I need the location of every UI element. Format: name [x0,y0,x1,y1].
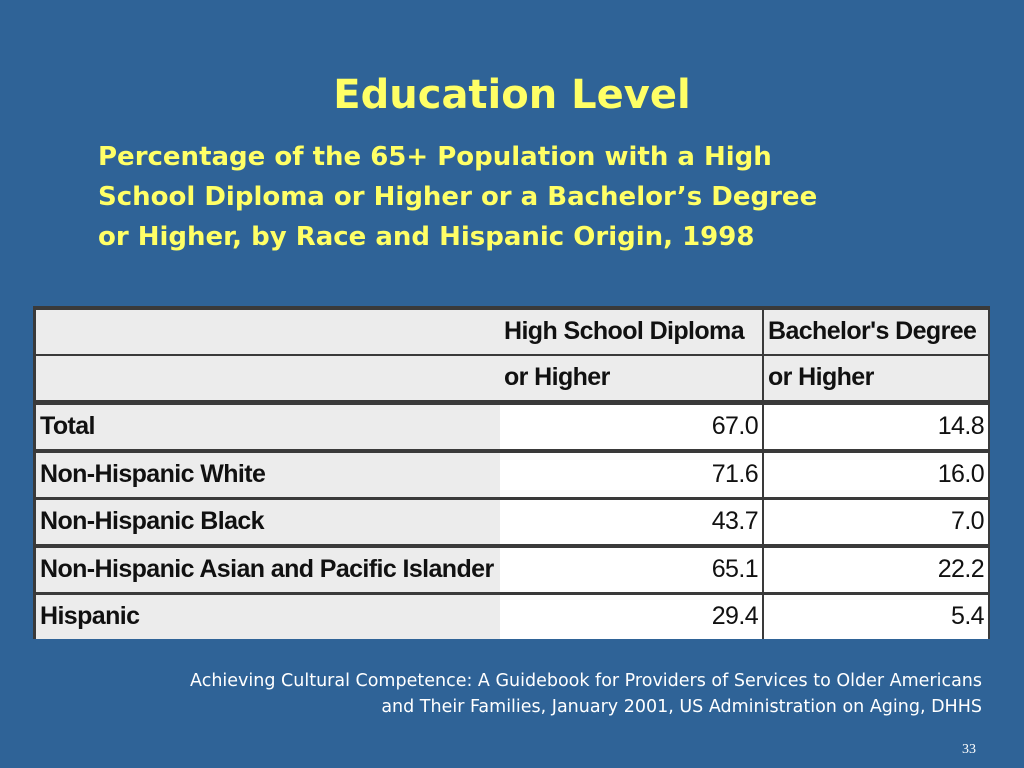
row-label: Hispanic [36,595,500,639]
header-cell: Bachelor's Degree [764,310,988,354]
header-cell: or Higher [764,356,988,400]
title: Education Level [333,72,691,118]
value-cell: 16.0 [764,452,988,497]
row-label: Non-Hispanic Black [36,500,500,544]
subtitle: School Diploma or Higher or a Bachelor’s… [98,182,818,212]
subtitle: Percentage of the 65+ Population with a … [98,142,772,172]
value-cell: 65.1 [500,547,762,592]
row-label: Total [36,405,500,449]
table: High School Diploma Bachelor's Degree or H… [33,306,990,639]
source: Achieving Cultural Competence: A Guidebo… [190,671,982,691]
value-cell: 7.0 [764,500,988,544]
source: and Their Families, January 2001, US Adm… [381,697,982,717]
value-cell: 67.0 [500,405,762,449]
header-cell [36,310,500,354]
value-cell: 29.4 [500,595,762,639]
row-label: Non-Hispanic Asian and Pacific Islander [36,547,500,592]
header-cell [36,356,500,400]
value-cell: 43.7 [500,500,762,544]
page-number: 33 [962,742,976,757]
value-cell: 22.2 [764,547,988,592]
row-label: Non-Hispanic White [36,452,500,497]
value-cell: 71.6 [500,452,762,497]
header-cell: High School Diploma [500,310,762,354]
value-cell: 14.8 [764,405,988,449]
subtitle: or Higher, by Race and Hispanic Origin, … [98,222,755,252]
value-cell: 5.4 [764,595,988,639]
header-cell: or Higher [500,356,762,400]
